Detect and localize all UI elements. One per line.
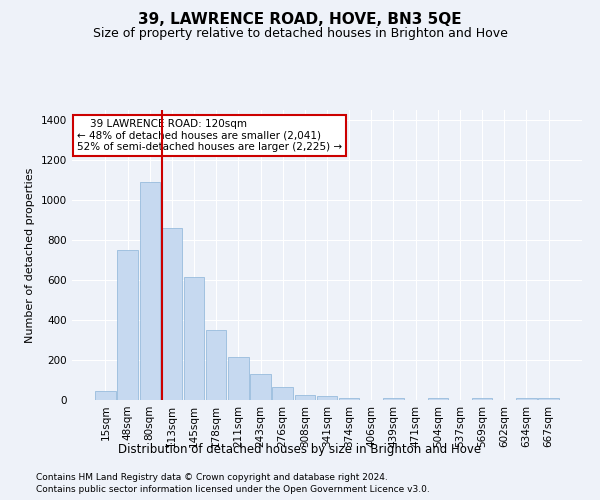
Bar (317, 396, 337, 400)
Bar (161, 228, 182, 400)
Text: 39 LAWRENCE ROAD: 120sqm
← 48% of detached houses are smaller (2,041)
52% of sem: 39 LAWRENCE ROAD: 120sqm ← 48% of detach… (77, 118, 342, 152)
Bar (428, 398, 448, 400)
Text: Size of property relative to detached houses in Brighton and Hove: Size of property relative to detached ho… (92, 28, 508, 40)
Bar (228, 357, 248, 400)
Bar (295, 395, 315, 400)
Y-axis label: Number of detached properties: Number of detached properties (25, 168, 35, 342)
Bar (206, 330, 226, 400)
Bar (140, 182, 160, 400)
Bar (118, 250, 138, 400)
Bar (184, 277, 204, 400)
Bar (383, 398, 404, 400)
Bar (516, 398, 536, 400)
Bar (538, 398, 559, 400)
Bar (95, 390, 116, 400)
Bar (472, 398, 493, 400)
Text: Contains public sector information licensed under the Open Government Licence v3: Contains public sector information licen… (36, 485, 430, 494)
Bar (272, 387, 293, 400)
Text: 39, LAWRENCE ROAD, HOVE, BN3 5QE: 39, LAWRENCE ROAD, HOVE, BN3 5QE (138, 12, 462, 28)
Text: Contains HM Land Registry data © Crown copyright and database right 2024.: Contains HM Land Registry data © Crown c… (36, 472, 388, 482)
Text: Distribution of detached houses by size in Brighton and Hove: Distribution of detached houses by size … (118, 442, 482, 456)
Bar (250, 374, 271, 400)
Bar (339, 398, 359, 400)
